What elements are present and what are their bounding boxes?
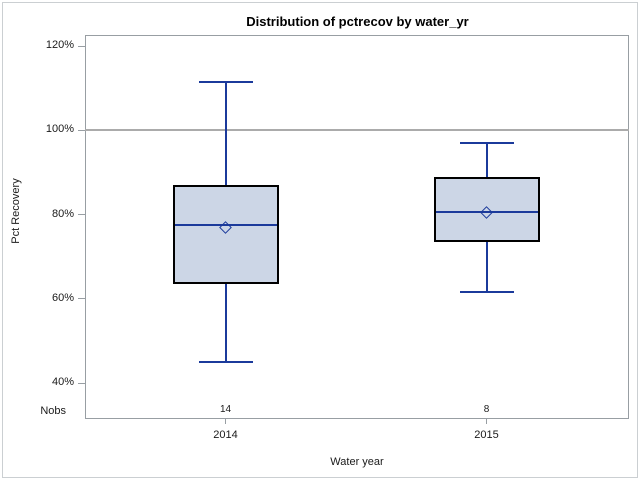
y-tick-label: 120% [45, 39, 74, 51]
x-axis-title: Water year [330, 456, 384, 468]
y-tick-mark [78, 214, 85, 215]
whisker-cap-bottom-2015 [459, 291, 514, 294]
x-tick-label-2015: 2015 [474, 429, 499, 441]
y-tick-label: 40% [51, 376, 74, 388]
reference-line-100pct [85, 129, 629, 132]
chart-title: Distribution of pctrecov by water_yr [246, 14, 469, 29]
y-tick-mark [78, 298, 85, 300]
whisker-stem-top-2015 [485, 142, 488, 177]
plot-area [85, 35, 629, 419]
y-tick-label: 100% [45, 123, 74, 136]
x-tick-mark-2014 [225, 419, 226, 424]
box-2015 [433, 176, 540, 242]
whisker-stem-bottom-2014 [224, 284, 227, 362]
box-2014 [172, 185, 279, 284]
median-line-2014 [174, 224, 277, 227]
whisker-stem-bottom-2015 [485, 241, 488, 293]
whisker-cap-bottom-2014 [198, 360, 253, 363]
y-tick-mark [78, 129, 85, 131]
nobs-row-label: Nobs [40, 405, 66, 417]
nobs-value-2014: 14 [219, 404, 232, 415]
y-tick-label: 80% [51, 207, 74, 220]
whisker-cap-top-2015 [459, 141, 514, 144]
nobs-value-2015: 8 [483, 404, 490, 415]
whisker-cap-top-2014 [198, 80, 253, 83]
y-tick-mark [78, 45, 85, 47]
x-tick-mark-2015 [486, 419, 487, 424]
median-line-2015 [435, 211, 538, 214]
y-tick-label: 60% [51, 291, 74, 304]
x-tick-label-2014: 2014 [213, 429, 238, 441]
whisker-stem-top-2014 [224, 81, 227, 185]
y-tick-mark [78, 382, 85, 384]
